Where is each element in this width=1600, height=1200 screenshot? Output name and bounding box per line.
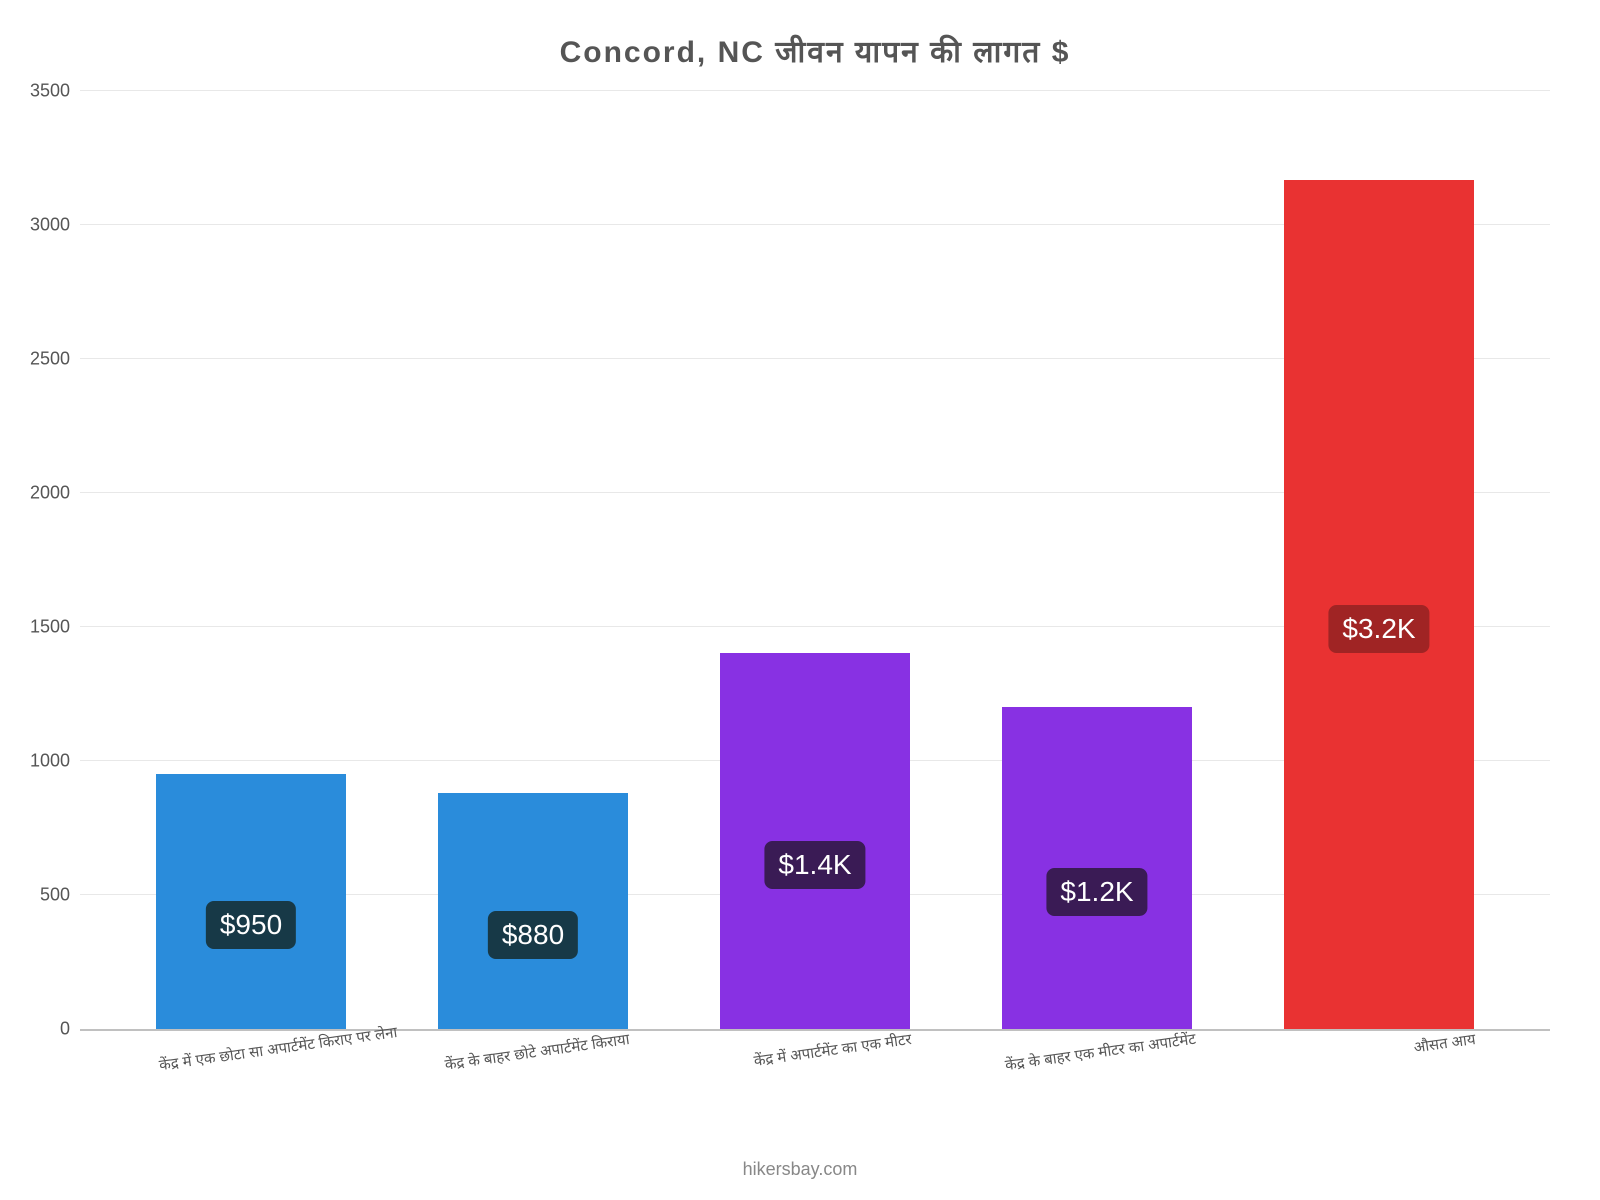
bar: $950 — [156, 774, 346, 1029]
bar: $3.2K — [1284, 180, 1474, 1029]
y-tick-label: 1500 — [10, 617, 70, 638]
plot-area: 0500100015002000250030003500 $950$880$1.… — [80, 91, 1550, 1031]
bar: $880 — [438, 793, 628, 1029]
chart-title: Concord, NC जीवन यापन की लागत $ — [80, 30, 1550, 71]
bar-value-badge: $1.4K — [764, 841, 865, 889]
y-tick-label: 500 — [10, 885, 70, 906]
attribution: hikersbay.com — [743, 1159, 858, 1180]
y-tick-label: 2500 — [10, 349, 70, 370]
x-category-label: केंद्र के बाहर छोटे अपार्टमेंट किराया — [440, 1029, 631, 1075]
bar-value-badge: $1.2K — [1046, 868, 1147, 916]
chart-container: Concord, NC जीवन यापन की लागत $ 05001000… — [80, 30, 1550, 1130]
y-tick-label: 0 — [10, 1019, 70, 1040]
bar-value-badge: $950 — [206, 901, 296, 949]
y-axis: 0500100015002000250030003500 — [70, 91, 80, 1029]
y-tick-label: 2000 — [10, 483, 70, 504]
bar-value-badge: $880 — [488, 911, 578, 959]
x-labels: केंद्र में एक छोटा सा अपार्टमेंट किराए प… — [80, 1019, 1550, 1039]
bar-value-badge: $3.2K — [1328, 605, 1429, 653]
x-category-label: केंद्र में एक छोटा सा अपार्टमेंट किराए प… — [158, 1029, 349, 1075]
y-tick-label: 3500 — [10, 81, 70, 102]
y-tick-label: 1000 — [10, 751, 70, 772]
x-category-label: केंद्र के बाहर एक मीटर का अपार्टमेंट — [1004, 1029, 1195, 1075]
bars-row: $950 $880 $1.4K $1.2K $3.2K — [80, 91, 1550, 1029]
bar: $1.2K — [1002, 707, 1192, 1029]
y-tick-label: 3000 — [10, 215, 70, 236]
x-category-label: केंद्र में अपार्टमेंट का एक मीटर — [722, 1029, 913, 1075]
x-category-label: औसत आय — [1286, 1029, 1477, 1075]
bar: $1.4K — [720, 653, 910, 1029]
